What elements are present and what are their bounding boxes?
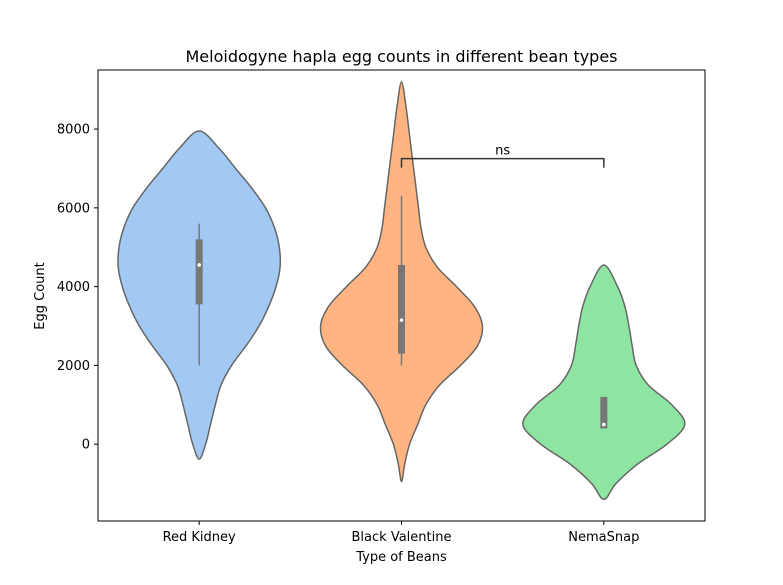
violin-box bbox=[195, 239, 203, 305]
x-tick-label: Red Kidney bbox=[163, 530, 236, 545]
violin-box bbox=[600, 396, 608, 429]
x-axis-label: Type of Beans bbox=[355, 550, 447, 565]
violin-median bbox=[602, 422, 606, 427]
y-tick-label: 2000 bbox=[57, 359, 90, 374]
violin-median bbox=[399, 318, 404, 322]
x-tick-label: NemaSnap bbox=[568, 530, 639, 545]
violin-group bbox=[117, 81, 686, 501]
chart-title: Meloidogyne hapla egg counts in differen… bbox=[185, 47, 617, 66]
violin-median bbox=[197, 263, 201, 267]
y-axis-ticks: 0 2000 4000 6000 8000 bbox=[57, 123, 98, 453]
y-tick-label: 6000 bbox=[57, 201, 90, 216]
violin-body bbox=[522, 264, 686, 501]
y-tick-label: 4000 bbox=[57, 280, 90, 295]
y-axis-label: Egg Count bbox=[33, 262, 48, 329]
x-tick-label: Black Valentine bbox=[352, 530, 452, 545]
significance-label: ns bbox=[495, 144, 510, 159]
y-tick-label: 0 bbox=[82, 438, 90, 453]
violin-box bbox=[398, 264, 405, 354]
x-axis-ticks: Red Kidney Black Valentine NemaSnap bbox=[163, 521, 639, 545]
y-tick-label: 8000 bbox=[57, 123, 90, 138]
significance-bracket bbox=[400, 157, 605, 168]
annotation-group: ns bbox=[400, 144, 605, 168]
